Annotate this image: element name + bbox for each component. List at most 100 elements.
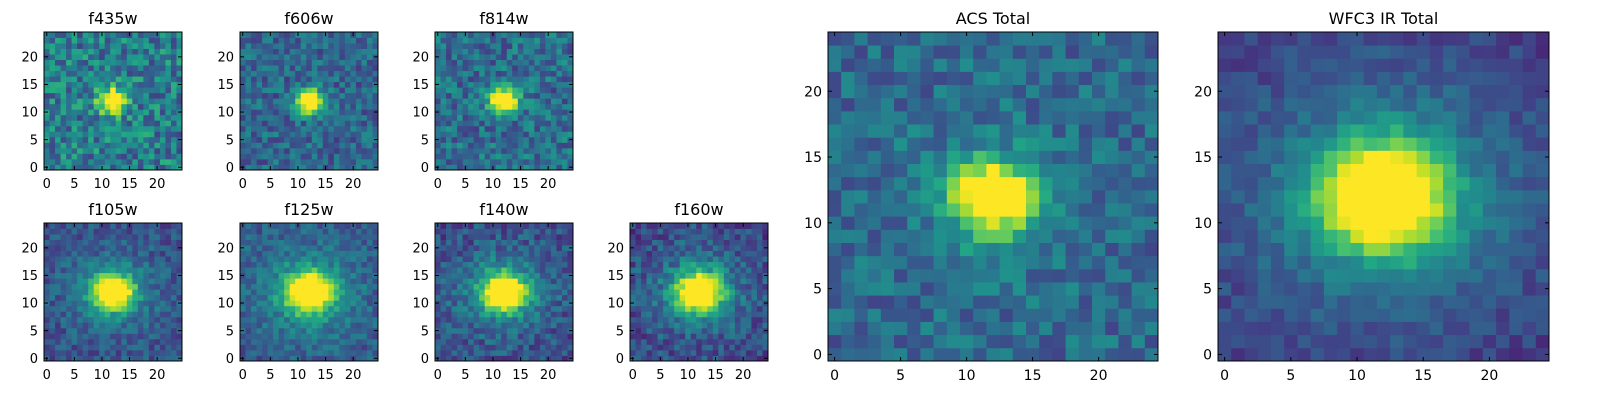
heatmap-cell [512,295,518,301]
heatmap-cell [658,262,664,268]
heatmap-cell [317,317,323,323]
heatmap-cell [116,43,122,49]
heatmap-cell [680,339,686,345]
heatmap-cell [72,234,78,240]
heatmap-cell [240,120,246,126]
heatmap-cell [496,251,502,257]
heatmap-cell [55,240,61,246]
heatmap-cell [50,262,56,268]
heatmap-cell [1132,348,1146,362]
heatmap-cell [44,65,50,71]
heatmap-cell [121,76,127,82]
heatmap-cell [94,229,100,235]
heatmap-cell [138,109,144,115]
heatmap-cell [485,306,491,312]
heatmap-cell [312,159,318,165]
heatmap-cell [474,87,480,93]
heatmap-cell [356,38,362,44]
x-tick-label: 0 [43,177,51,192]
heatmap-cell [251,300,257,306]
heatmap-cell [339,229,345,235]
heatmap-cell [116,322,122,328]
heatmap-cell [262,328,268,334]
heatmap-cell [463,229,469,235]
heatmap-cell [121,38,127,44]
heatmap-cell [490,82,496,88]
heatmap-cell [452,82,458,88]
heatmap-cell [361,229,367,235]
heatmap-cell [160,32,166,38]
heatmap-cell [490,267,496,273]
heatmap-cell [523,115,529,121]
heatmap-cell [149,317,155,323]
heatmap-cell [121,262,127,268]
heatmap-cell [920,269,934,283]
heatmap-cell [507,350,513,356]
heatmap-cell [171,284,177,290]
heatmap-cell [317,142,323,148]
heatmap-cell [490,137,496,143]
heatmap-cell [718,262,724,268]
heatmap-cell [50,93,56,99]
heatmap-cell [685,289,691,295]
heatmap-cell [356,284,362,290]
heatmap-cell [512,131,518,137]
heatmap-cell [295,93,301,99]
heatmap-cell [268,284,274,290]
heatmap-cell [251,240,257,246]
heatmap-cell [110,267,116,273]
heatmap-cell [77,284,83,290]
heatmap-cell [171,234,177,240]
heatmap-cell [246,159,252,165]
heatmap-cell [479,295,485,301]
heatmap-cell [457,93,463,99]
heatmap-cell [143,234,149,240]
heatmap-cell [171,60,177,66]
heatmap-cell [290,229,296,235]
heatmap-cell [328,131,334,137]
heatmap-cell [66,273,72,279]
heatmap-cell [116,333,122,339]
heatmap-cell [540,223,546,229]
heatmap-cell [540,295,546,301]
heatmap-cell [50,256,56,262]
heatmap-cell [88,234,94,240]
heatmap-cell [88,245,94,251]
heatmap-cell [273,71,279,77]
heatmap-cell [290,350,296,356]
heatmap-cell [61,295,67,301]
heatmap-cell [138,295,144,301]
heatmap-cell [290,49,296,55]
heatmap-cell [496,322,502,328]
heatmap-cell [246,245,252,251]
heatmap-cell [312,82,318,88]
heatmap-cell [685,245,691,251]
heatmap-cell [685,256,691,262]
heatmap-cell [630,322,636,328]
heatmap-cell [441,223,447,229]
heatmap-cell [306,82,312,88]
heatmap-cell [273,245,279,251]
heatmap-cell [334,317,340,323]
heatmap-cell [77,350,83,356]
heatmap-cell [94,322,100,328]
heatmap-cell [246,333,252,339]
heatmap-cell [246,300,252,306]
heatmap-cell [268,278,274,284]
heatmap-cell [474,289,480,295]
heatmap-cell [696,339,702,345]
heatmap-cell [680,300,686,306]
heatmap-cell [284,159,290,165]
heatmap-cell [452,54,458,60]
heatmap-cell [356,295,362,301]
heatmap-cell [88,278,94,284]
heatmap-cell [154,71,160,77]
heatmap-cell [350,245,356,251]
heatmap-cell [1039,295,1053,309]
heatmap-cell [328,278,334,284]
heatmap-cell [674,256,680,262]
heatmap-cell [350,60,356,66]
heatmap-cell [474,98,480,104]
heatmap-cell [110,322,116,328]
heatmap-cell [490,251,496,257]
